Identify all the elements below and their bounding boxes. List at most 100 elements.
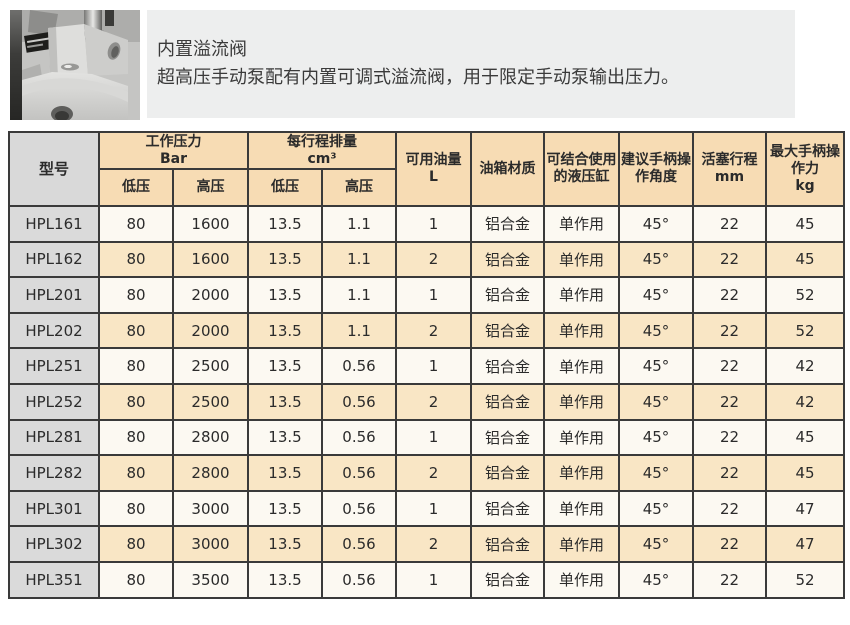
- table-row: HPL162 80 1600 13.5 1.1 2 铝合金 单作用 45° 22 45: [8, 240, 845, 279]
- value-cell: 2: [395, 311, 472, 350]
- value-cell: 42: [765, 347, 845, 385]
- header-high-pressure-cm3: 高压: [321, 168, 397, 207]
- table-row: HPL281 80 2800 13.5 0.56 1 铝合金 单作用 45° 22 45: [8, 418, 845, 457]
- model-cell: HPL251: [8, 347, 100, 385]
- value-cell: 单作用: [543, 382, 620, 421]
- value-cell: 45°: [618, 240, 694, 279]
- table-row: HPL252 80 2500 13.5 0.56 2 铝合金 单作用 45° 22 42: [8, 382, 845, 421]
- value-cell: 45°: [618, 418, 694, 457]
- value-cell: 80: [98, 418, 174, 457]
- header-working-pressure: 工作压力 Bar: [98, 131, 249, 170]
- value-cell: 80: [98, 525, 174, 563]
- value-cell: 2: [395, 382, 472, 421]
- value-cell: 1: [395, 418, 472, 457]
- value-cell: 22: [692, 382, 767, 421]
- value-cell: 单作用: [543, 205, 620, 243]
- header-high-pressure-bar: 高压: [172, 168, 249, 207]
- value-cell: 42: [765, 382, 845, 421]
- value-cell: 45°: [618, 205, 694, 243]
- value-cell: 45°: [618, 489, 694, 528]
- value-cell: 铝合金: [470, 525, 545, 563]
- value-cell: 1: [395, 560, 472, 599]
- pump-photo-image: [10, 10, 140, 122]
- value-cell: 1.1: [321, 205, 397, 243]
- value-cell: 2800: [172, 418, 249, 457]
- value-cell: 47: [765, 489, 845, 528]
- value-cell: 22: [692, 560, 767, 599]
- value-cell: 80: [98, 205, 174, 243]
- intro-box: 内置溢流阀 超高压手动泵配有内置可调式溢流阀，用于限定手动泵输出压力。: [147, 10, 795, 118]
- value-cell: 45°: [618, 276, 694, 314]
- header-cylinder-compat: 可结合使用 的液压缸: [543, 131, 620, 207]
- value-cell: 铝合金: [470, 240, 545, 279]
- value-cell: 13.5: [247, 205, 323, 243]
- value-cell: 45: [765, 454, 845, 492]
- value-cell: 22: [692, 240, 767, 279]
- value-cell: 13.5: [247, 489, 323, 528]
- header-max-handle-force: 最大手柄操 作力 kg: [765, 131, 845, 207]
- value-cell: 80: [98, 240, 174, 279]
- value-cell: 单作用: [543, 454, 620, 492]
- value-cell: 1600: [172, 205, 249, 243]
- value-cell: 22: [692, 525, 767, 563]
- table-row: HPL301 80 3000 13.5 0.56 1 铝合金 单作用 45° 22 47: [8, 489, 845, 528]
- value-cell: 45: [765, 240, 845, 279]
- value-cell: 13.5: [247, 347, 323, 385]
- value-cell: 0.56: [321, 489, 397, 528]
- header-stroke-displacement: 每行程排量 cm³: [247, 131, 397, 170]
- value-cell: 52: [765, 311, 845, 350]
- value-cell: 13.5: [247, 382, 323, 421]
- value-cell: 2000: [172, 276, 249, 314]
- value-cell: 铝合金: [470, 560, 545, 599]
- value-cell: 3000: [172, 525, 249, 563]
- value-cell: 13.5: [247, 418, 323, 457]
- value-cell: 单作用: [543, 240, 620, 279]
- header-piston-stroke: 活塞行程 mm: [692, 131, 767, 207]
- header-model: 型号: [8, 131, 100, 207]
- value-cell: 单作用: [543, 311, 620, 350]
- table-row: HPL201 80 2000 13.5 1.1 1 铝合金 单作用 45° 22 52: [8, 276, 845, 314]
- value-cell: 1: [395, 276, 472, 314]
- value-cell: 0.56: [321, 560, 397, 599]
- model-cell: HPL301: [8, 489, 100, 528]
- table-row: HPL302 80 3000 13.5 0.56 2 铝合金 单作用 45° 22 47: [8, 525, 845, 563]
- value-cell: 45°: [618, 525, 694, 563]
- value-cell: 22: [692, 311, 767, 350]
- model-cell: HPL161: [8, 205, 100, 243]
- value-cell: 2500: [172, 382, 249, 421]
- value-cell: 45°: [618, 382, 694, 421]
- value-cell: 13.5: [247, 454, 323, 492]
- value-cell: 单作用: [543, 560, 620, 599]
- header-usable-oil: 可用油量 L: [395, 131, 472, 207]
- table-row: HPL282 80 2800 13.5 0.56 2 铝合金 单作用 45° 22 45: [8, 454, 845, 492]
- value-cell: 铝合金: [470, 347, 545, 385]
- value-cell: 单作用: [543, 489, 620, 528]
- model-cell: HPL302: [8, 525, 100, 563]
- value-cell: 52: [765, 276, 845, 314]
- model-cell: HPL281: [8, 418, 100, 457]
- value-cell: 22: [692, 489, 767, 528]
- table-header: 型号 工作压力 Bar 每行程排量 cm³ 可用油量 L 油箱材质 可结合使用 …: [8, 131, 845, 207]
- model-cell: HPL282: [8, 454, 100, 492]
- value-cell: 铝合金: [470, 454, 545, 492]
- value-cell: 1: [395, 205, 472, 243]
- value-cell: 0.56: [321, 382, 397, 421]
- value-cell: 单作用: [543, 347, 620, 385]
- value-cell: 1: [395, 347, 472, 385]
- value-cell: 47: [765, 525, 845, 563]
- value-cell: 铝合金: [470, 276, 545, 314]
- value-cell: 2: [395, 525, 472, 563]
- value-cell: 铝合金: [470, 418, 545, 457]
- header-low-pressure-bar: 低压: [98, 168, 174, 207]
- header-low-pressure-cm3: 低压: [247, 168, 323, 207]
- value-cell: 80: [98, 382, 174, 421]
- model-cell: HPL351: [8, 560, 100, 599]
- value-cell: 2000: [172, 311, 249, 350]
- header-handle-angle: 建议手柄操 作角度: [618, 131, 694, 207]
- value-cell: 3500: [172, 560, 249, 599]
- value-cell: 1: [395, 489, 472, 528]
- value-cell: 0.56: [321, 347, 397, 385]
- value-cell: 22: [692, 418, 767, 457]
- spec-table-body: HPL161 80 1600 13.5 1.1 1 铝合金 单作用 45° 22 45 HPL162 8…: [8, 205, 845, 599]
